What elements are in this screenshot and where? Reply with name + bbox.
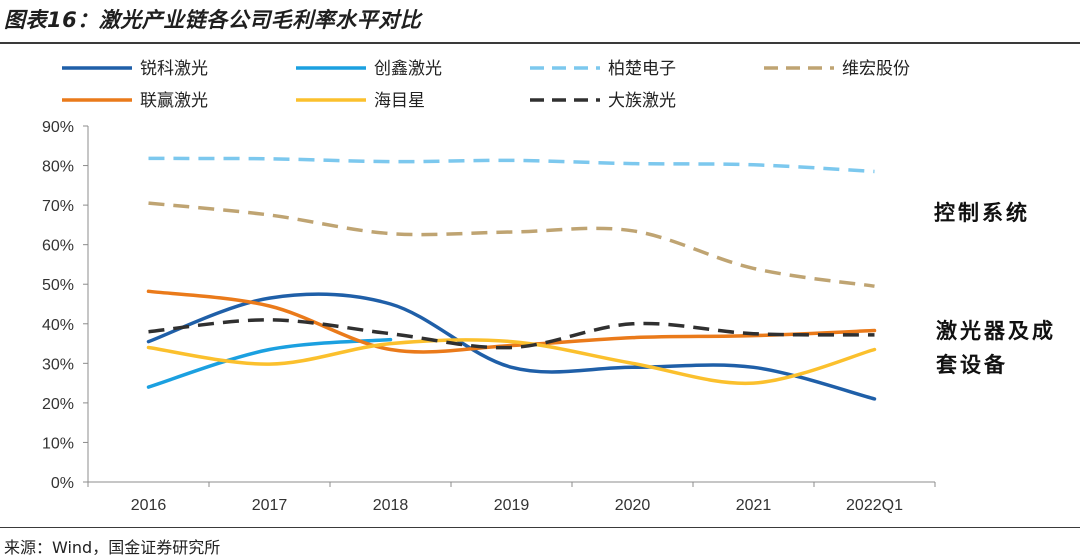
y-tick-label: 40%: [42, 317, 74, 334]
y-tick-label: 10%: [42, 435, 74, 452]
legend-label: 联赢激光: [140, 91, 208, 110]
series-line-3: [148, 201, 875, 288]
legend-item-1: 创鑫激光: [296, 59, 442, 78]
legend-label: 维宏股份: [842, 59, 910, 78]
y-tick-label: 60%: [42, 238, 74, 255]
footer-divider: [0, 527, 1080, 528]
legend-item-5: 海目星: [296, 91, 425, 110]
annotation-laser-equipment: 激光器及成套设备: [936, 319, 1056, 377]
line-chart: 0% 10% 20% 30% 40% 50% 60% 70% 80% 90% 2016 2017 201…: [42, 59, 936, 514]
x-tick-label: 2022Q1: [846, 497, 903, 514]
legend-label: 大族激光: [608, 91, 676, 110]
x-tick-label: 2016: [131, 497, 167, 514]
legend-label: 锐科激光: [140, 59, 208, 78]
y-tick-label: 70%: [42, 198, 74, 215]
legend-item-0: 锐科激光: [62, 59, 208, 78]
legend-item-4: 联赢激光: [62, 91, 208, 110]
y-tick-label: 20%: [42, 396, 74, 413]
legend-label: 海目星: [374, 91, 425, 110]
legend-label: 柏楚电子: [608, 59, 676, 78]
legend-label: 创鑫激光: [374, 59, 442, 78]
series-line-2: [148, 156, 875, 174]
y-tick-label: 30%: [42, 356, 74, 373]
series-line-0: [146, 292, 877, 401]
title-divider: [0, 42, 1080, 44]
legend-item-2: 柏楚电子: [530, 59, 676, 78]
x-tick-label: 2019: [494, 497, 530, 514]
annotation-control-system: 控制系统: [934, 201, 1030, 225]
x-tick-label: 2018: [373, 497, 409, 514]
legend-item-3: 维宏股份: [764, 59, 910, 78]
y-tick-label: 80%: [42, 159, 74, 176]
y-tick-label: 0%: [51, 475, 74, 492]
series-line-6: [148, 318, 875, 350]
x-tick-label: 2021: [736, 497, 772, 514]
y-tick-label: 50%: [42, 277, 74, 294]
x-tick-label: 2017: [252, 497, 288, 514]
series-line-5: [146, 338, 877, 386]
series-line-4: [146, 289, 877, 354]
chart-title: 图表16：激光产业链各公司毛利率水平对比: [4, 8, 422, 32]
legend-item-6: 大族激光: [530, 91, 676, 110]
y-tick-label: 90%: [42, 119, 74, 136]
source-note: 来源：Wind，国金证券研究所: [4, 538, 221, 557]
x-tick-label: 2020: [615, 497, 651, 514]
